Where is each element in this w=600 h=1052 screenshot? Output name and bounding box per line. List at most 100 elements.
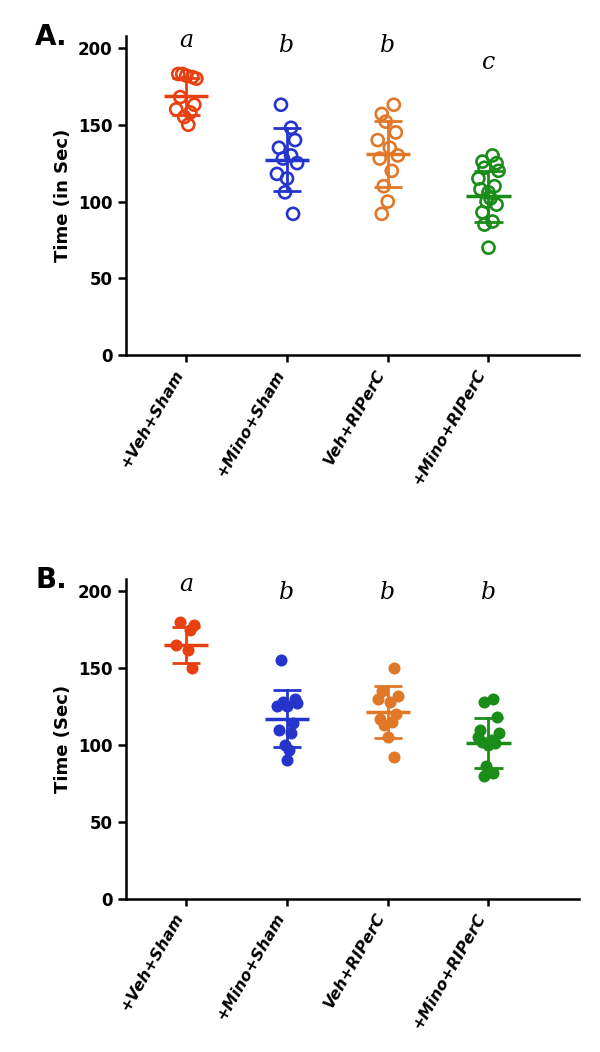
Point <box>389 660 398 676</box>
Point <box>292 695 302 712</box>
Point <box>181 67 191 84</box>
Point <box>484 239 493 256</box>
Point <box>172 636 181 653</box>
Point <box>490 735 499 752</box>
Text: b: b <box>280 34 295 57</box>
Point <box>476 181 485 198</box>
Point <box>280 736 290 753</box>
Point <box>479 159 489 176</box>
Point <box>175 613 185 630</box>
Point <box>172 101 181 118</box>
Point <box>179 108 189 125</box>
Point <box>188 660 197 676</box>
Point <box>190 616 199 633</box>
Point <box>292 155 302 171</box>
Text: b: b <box>481 581 496 604</box>
Point <box>385 693 395 710</box>
Text: B.: B. <box>35 566 67 594</box>
Point <box>272 699 282 715</box>
Point <box>490 178 499 195</box>
Point <box>175 88 185 105</box>
Point <box>377 683 386 700</box>
Point <box>290 132 300 148</box>
Text: a: a <box>179 573 193 595</box>
Point <box>478 204 487 221</box>
Point <box>492 155 502 171</box>
Point <box>383 729 392 746</box>
Point <box>274 139 284 156</box>
Point <box>473 170 483 187</box>
Point <box>188 68 197 85</box>
Point <box>383 194 392 210</box>
Point <box>387 162 397 179</box>
Point <box>373 690 382 707</box>
Point <box>373 132 382 148</box>
Point <box>191 70 201 87</box>
Point <box>391 124 401 141</box>
Point <box>379 716 389 733</box>
Point <box>288 715 298 732</box>
Point <box>385 139 395 156</box>
Point <box>473 729 483 746</box>
Point <box>282 170 292 187</box>
Point <box>282 752 292 769</box>
Point <box>282 699 292 715</box>
Point <box>280 184 290 201</box>
Y-axis label: Time (Sec): Time (Sec) <box>55 685 73 793</box>
Point <box>173 65 183 82</box>
Point <box>290 690 300 707</box>
Point <box>393 687 403 704</box>
Point <box>484 736 493 753</box>
Text: b: b <box>280 581 295 604</box>
Point <box>486 190 496 207</box>
Point <box>494 724 503 741</box>
Point <box>482 194 491 210</box>
Text: b: b <box>380 34 395 57</box>
Point <box>377 205 386 222</box>
Point <box>494 162 503 179</box>
Point <box>492 709 502 726</box>
Point <box>389 97 398 114</box>
Point <box>379 178 389 195</box>
Point <box>184 117 193 134</box>
Point <box>276 97 286 114</box>
Point <box>185 104 195 121</box>
Point <box>375 710 385 727</box>
Point <box>488 147 497 164</box>
Point <box>479 217 489 234</box>
Point <box>278 150 288 167</box>
Point <box>387 713 397 730</box>
Point <box>190 97 199 114</box>
Text: a: a <box>179 29 193 53</box>
Point <box>488 214 497 230</box>
Point <box>488 764 497 781</box>
Point <box>476 721 485 737</box>
Point <box>274 721 284 737</box>
Point <box>272 165 282 182</box>
Point <box>492 197 502 214</box>
Point <box>478 154 487 170</box>
Point <box>482 758 491 775</box>
Point <box>375 150 385 167</box>
Point <box>488 690 497 707</box>
Point <box>185 622 195 639</box>
Point <box>286 724 296 741</box>
Text: c: c <box>482 50 495 74</box>
Point <box>377 105 386 122</box>
Point <box>288 205 298 222</box>
Point <box>486 732 496 749</box>
Text: b: b <box>380 581 395 604</box>
Y-axis label: Time (in Sec): Time (in Sec) <box>55 128 73 262</box>
Point <box>381 114 391 130</box>
Point <box>278 693 288 710</box>
Point <box>389 749 398 766</box>
Point <box>484 184 493 201</box>
Point <box>286 119 296 136</box>
Point <box>479 693 489 710</box>
Point <box>286 147 296 164</box>
Text: A.: A. <box>35 23 68 50</box>
Point <box>276 652 286 669</box>
Point <box>178 65 187 82</box>
Point <box>479 767 489 784</box>
Point <box>478 733 487 750</box>
